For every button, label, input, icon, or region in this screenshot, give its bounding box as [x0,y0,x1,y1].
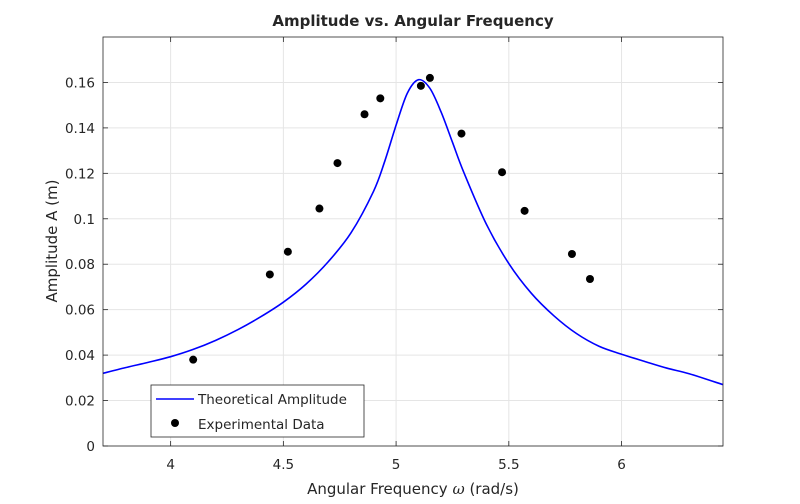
x-tick-label: 5 [392,457,401,473]
y-tick-label: 0 [86,439,95,455]
experimental-data-point [283,247,292,256]
legend-marker-swatch [171,419,179,427]
x-axis-label: Angular Frequency ω (rad/s) [307,480,519,498]
y-tick-label: 0.12 [65,166,95,182]
y-tick-label: 0.08 [65,257,95,273]
legend-box [150,384,365,438]
experimental-data-point [425,73,434,82]
y-axis-label: Amplitude A (m) [43,180,61,303]
experimental-data-point [360,110,369,119]
y-tick-label: 0.16 [65,75,95,91]
experimental-data-point [333,159,342,168]
y-tick-label: 0.04 [65,348,95,364]
experimental-data-point [265,270,274,279]
x-axis-label-unit: (rad/s) [465,480,519,498]
experimental-data-point [585,274,594,283]
y-tick-label: 0.14 [65,121,95,137]
x-axis-label-main: Angular Frequency [307,480,452,498]
experimental-data-point [315,204,324,213]
experimental-data-point [189,355,198,364]
theoretical-amplitude-line [102,78,724,386]
plot-area [103,37,723,446]
experimental-data-point [376,94,385,103]
experimental-data-point [457,129,466,138]
y-tick-label: 0.06 [65,303,95,319]
x-tick-label: 5.5 [498,457,519,473]
experimental-data-point [498,168,507,177]
axes-box [102,36,724,447]
chart-title: Amplitude vs. Angular Frequency [272,12,553,30]
legend-label-theoretical: Theoretical Amplitude [197,392,347,408]
legend-label-experimental: Experimental Data [198,417,325,433]
x-tick-label: 4 [166,457,175,473]
x-tick-label: 4.5 [273,457,294,473]
legend: Theoretical Amplitude Experimental Data [150,384,365,438]
experimental-data-point [567,249,576,258]
x-tick-label: 6 [617,457,626,473]
y-tick-label: 0.02 [65,394,95,410]
ticks: 4 4.5 5 5.5 6 0 0.02 0.04 0.06 0.08 0.1 0.12 0.14 0.1… [65,37,723,473]
experimental-data-point [416,81,425,90]
series-layer [102,73,724,386]
experimental-data-point [520,206,529,215]
omega-symbol: ω [452,480,464,498]
y-tick-label: 0.1 [74,212,95,228]
